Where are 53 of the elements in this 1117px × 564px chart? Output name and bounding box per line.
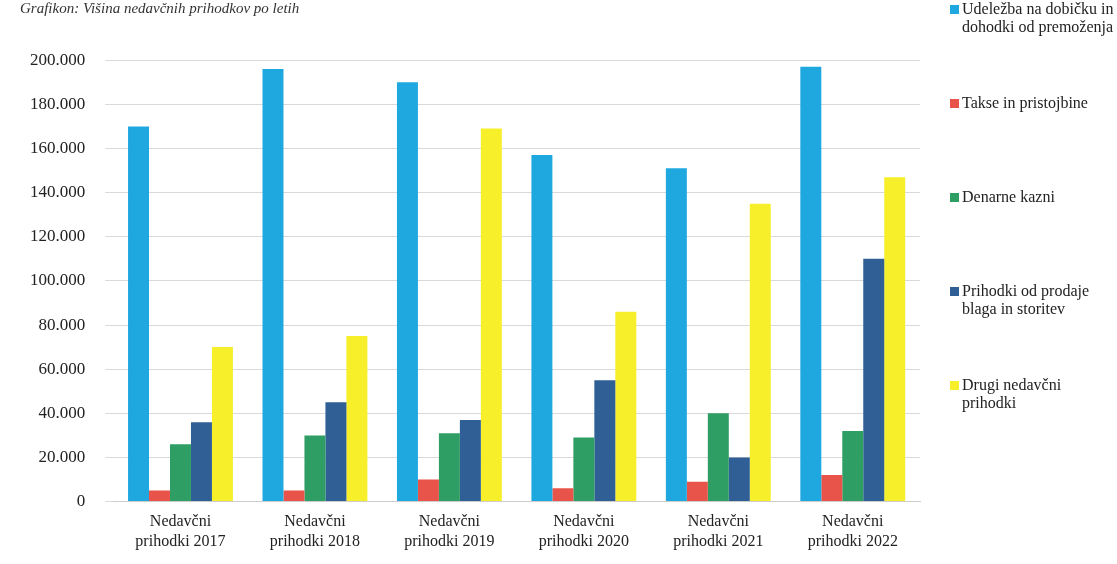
bar — [686, 481, 708, 502]
bar — [552, 488, 574, 502]
bar — [884, 177, 906, 502]
bar — [842, 430, 864, 502]
bar — [190, 422, 212, 502]
chart-title: Grafikon: Višina nedavčnih prihodkov po letih — [20, 0, 300, 17]
legend-label: Denarne kazni — [962, 188, 1055, 206]
bar — [149, 490, 170, 502]
x-tick-label: Nedavčni prihodki 2017 — [135, 512, 226, 550]
bar — [438, 433, 460, 502]
legend-label: Drugi nedavčni prihodki — [962, 376, 1063, 412]
bar — [346, 336, 368, 502]
y-tick-label: 120.000 — [30, 226, 86, 246]
bar — [283, 490, 305, 502]
bar — [573, 437, 595, 502]
x-tick-label: Nedavčni prihodki 2019 — [404, 512, 495, 550]
bar — [304, 435, 326, 502]
bar — [707, 413, 729, 502]
y-tick-label: 180.000 — [30, 93, 86, 113]
bar — [417, 479, 439, 502]
y-tick-label: 140.000 — [30, 182, 86, 202]
y-tick-label: 100.000 — [30, 270, 86, 290]
bar — [749, 203, 771, 502]
y-tick-label: 40.000 — [38, 402, 86, 422]
bar — [480, 128, 502, 502]
bar — [800, 66, 822, 502]
y-tick-label: 160.000 — [30, 137, 86, 157]
bar — [594, 380, 616, 502]
y-tick-label: 80.000 — [38, 314, 86, 334]
x-tick-label: Nedavčni prihodki 2021 — [673, 512, 764, 550]
legend-label: Takse in pristojbine — [962, 94, 1088, 112]
bar — [262, 69, 284, 502]
bar — [459, 419, 481, 502]
legend-label: Udeležba na dobičku in dohodki od premoženja — [962, 0, 1115, 36]
bar — [211, 347, 233, 502]
x-tick-label: Nedavčni prihodki 2020 — [538, 512, 629, 550]
bar — [821, 475, 843, 502]
bar — [325, 402, 347, 502]
bar — [531, 155, 553, 502]
bar — [169, 444, 191, 502]
bar — [863, 258, 885, 502]
y-tick-label: 200.000 — [30, 49, 86, 69]
legend-label: Prihodki od prodaje blaga in storitev — [962, 282, 1091, 318]
y-tick-label: 20.000 — [38, 446, 86, 466]
bar — [128, 126, 150, 502]
bar — [615, 311, 637, 502]
bar — [665, 168, 687, 502]
x-tick-label: Nedavčni prihodki 2018 — [269, 512, 361, 550]
x-tick-label: Nedavčni prihodki 2022 — [807, 512, 898, 550]
bar — [728, 457, 750, 502]
bar — [396, 82, 418, 502]
y-tick-label: 60.000 — [38, 358, 86, 378]
y-tick-label: 0 — [76, 491, 86, 511]
